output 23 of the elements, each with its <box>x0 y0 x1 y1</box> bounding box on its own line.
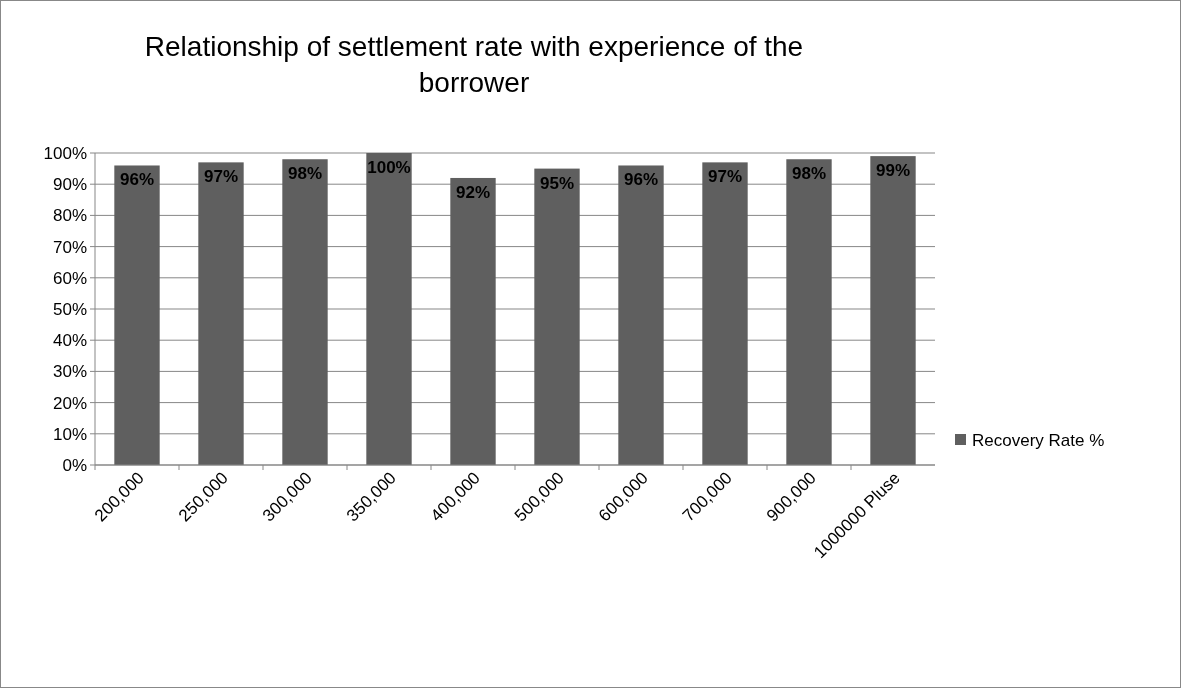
data-label: 100% <box>367 158 411 177</box>
data-label: 96% <box>119 170 155 190</box>
data-label: 96% <box>623 170 659 190</box>
legend-label: Recovery Rate % <box>972 430 1105 450</box>
y-tick-label: 40% <box>52 331 87 351</box>
data-label: 99% <box>875 161 911 181</box>
data-label: 97% <box>203 167 239 187</box>
chart-title: Relationship of settlement rate with experience of the borrower <box>144 31 804 98</box>
y-tick-label: 50% <box>52 299 87 319</box>
y-tick-label: 70% <box>52 237 87 257</box>
y-tick-label: 30% <box>52 362 87 382</box>
data-label: 92% <box>455 182 491 202</box>
data-label: 98% <box>791 164 827 184</box>
y-tick-label: 20% <box>52 393 87 413</box>
y-tick-label: 60% <box>52 268 87 288</box>
data-label: 95% <box>539 173 575 193</box>
data-label: 98% <box>287 164 323 184</box>
y-tick-label: 90% <box>52 175 87 195</box>
y-tick-label: 0% <box>62 455 87 475</box>
data-label: 97% <box>707 167 743 187</box>
y-tick-label: 80% <box>52 206 87 226</box>
y-tick-label: 100% <box>43 143 87 163</box>
y-tick-label: 10% <box>52 424 87 444</box>
